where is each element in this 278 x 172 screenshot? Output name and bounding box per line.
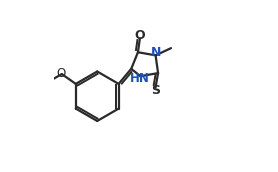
Text: O: O bbox=[56, 67, 65, 80]
Text: O: O bbox=[135, 29, 145, 42]
Text: N: N bbox=[151, 46, 162, 59]
Text: S: S bbox=[152, 84, 160, 97]
Text: HN: HN bbox=[130, 72, 149, 85]
